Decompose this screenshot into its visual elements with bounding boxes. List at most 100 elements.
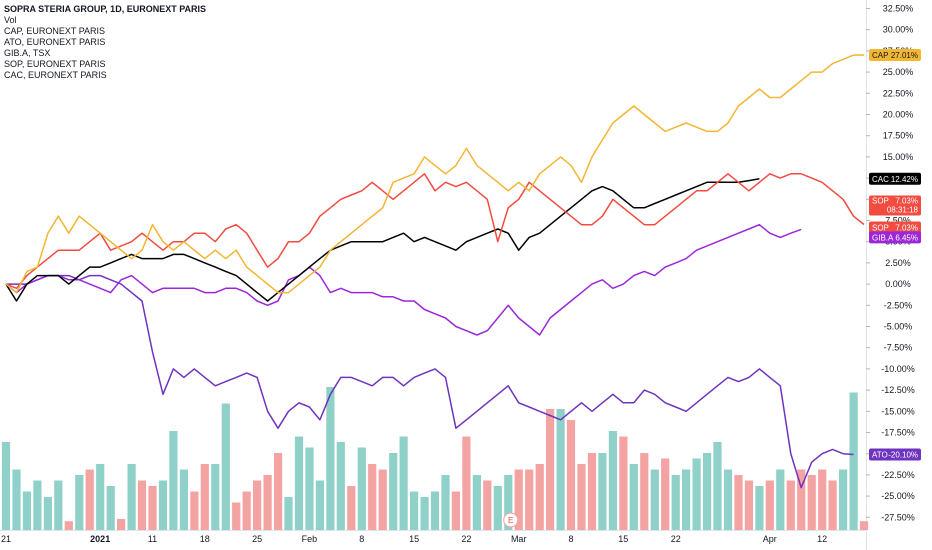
- y-tick-label: -17.50%: [881, 428, 915, 438]
- volume-bar: [85, 469, 94, 530]
- volume-bar: [305, 447, 314, 530]
- volume-bar: [556, 409, 565, 530]
- sop-price-box: [869, 195, 921, 216]
- ato-price-label-symbol: ATO: [872, 451, 888, 460]
- volume-bar: [577, 464, 586, 530]
- x-tick-label: 21: [1, 534, 11, 544]
- legend-item-gib[interactable]: GIB.A, TSX: [4, 48, 51, 58]
- y-tick-label: -25.00%: [881, 491, 915, 501]
- x-tick-label: 18: [200, 534, 210, 544]
- earnings-marker[interactable]: [503, 512, 519, 528]
- volume-bar: [493, 486, 502, 530]
- volume-bar: [818, 469, 827, 530]
- y-tick-label: 7.50%: [885, 216, 911, 226]
- series-line-ato[interactable]: [6, 274, 854, 489]
- y-tick-label: -5.00%: [884, 322, 913, 332]
- volume-bar: [546, 409, 555, 530]
- x-tick-label: Apr: [763, 534, 777, 544]
- volume-bar: [514, 469, 523, 530]
- volume-bar: [389, 453, 398, 530]
- volume-bar: [336, 442, 345, 530]
- y-tick-label: -27.50%: [881, 512, 915, 522]
- sop-price-label-value: 7.03%: [895, 224, 918, 233]
- ato-price-label-bg: [869, 448, 921, 461]
- volume-bar: [598, 453, 607, 530]
- volume-bar: [587, 453, 597, 530]
- volume-bar: [839, 469, 848, 530]
- volume-bar: [347, 486, 356, 530]
- sop-price-box-symbol: SOP: [872, 197, 889, 206]
- volume-bar: [640, 453, 649, 530]
- volume-bar: [64, 521, 73, 530]
- legend-item-cap[interactable]: CAP, EURONEXT PARIS: [4, 26, 106, 36]
- volume-bar: [127, 464, 136, 530]
- legend-volume[interactable]: Vol: [4, 15, 17, 25]
- legend-main-symbol[interactable]: SOPRA STERIA GROUP, 1D, EURONEXT PARIS: [4, 4, 207, 14]
- gib-price-label-symbol: GIB.A: [872, 233, 894, 242]
- y-tick-label: 2.50%: [885, 258, 911, 268]
- y-tick-label: -22.50%: [881, 470, 915, 480]
- earnings-marker-label: E: [508, 516, 513, 525]
- sop-price-box-time: 08:31:18: [887, 206, 919, 215]
- volume-bar: [399, 436, 408, 530]
- volume-bar: [713, 442, 722, 530]
- volume-bar: [33, 480, 42, 530]
- volume-bar: [619, 436, 628, 530]
- volume-bar: [451, 491, 460, 530]
- volume-bar: [200, 464, 209, 530]
- series-line-cac[interactable]: [5, 178, 760, 302]
- x-tick-label: 15: [618, 534, 628, 544]
- cac-price-label-value: 12.42%: [891, 175, 918, 184]
- volume-bar: [744, 480, 753, 530]
- volume-bar: [326, 387, 335, 530]
- volume-bar: [54, 480, 63, 530]
- volume-bar: [1, 442, 11, 530]
- volume-bar: [378, 469, 387, 530]
- volume-bar: [368, 464, 377, 530]
- volume-bar: [22, 491, 31, 530]
- volume-bar: [535, 464, 544, 530]
- x-tick-label: 22: [671, 534, 681, 544]
- volume-bar: [472, 475, 481, 530]
- x-tick-label: Mar: [511, 534, 527, 544]
- y-tick-label: -10.00%: [881, 364, 915, 374]
- volume-bar: [849, 392, 858, 530]
- volume-bar: [420, 497, 429, 530]
- volume-bar: [357, 447, 366, 530]
- y-tick-label: 22.50%: [883, 88, 914, 98]
- legend-item-ato[interactable]: ATO, EURONEXT PARIS: [4, 37, 106, 47]
- volume-bar: [221, 403, 230, 530]
- sop-price-label-bg: [869, 221, 921, 234]
- volume-bar: [776, 469, 785, 530]
- volume-bar: [504, 475, 513, 530]
- volume-bar: [828, 480, 837, 530]
- y-tick-label: 25.00%: [883, 67, 914, 77]
- volume-bar: [525, 469, 534, 530]
- legend-item-sop[interactable]: SOP, EURONEXT PARIS: [4, 59, 106, 69]
- volume-bar: [169, 431, 178, 530]
- y-tick-label: 20.00%: [883, 110, 914, 120]
- y-tick-label: 15.00%: [883, 152, 914, 162]
- gib-price-label-value: 6.45%: [895, 233, 918, 242]
- volume-bar: [274, 453, 283, 530]
- volume-bar: [608, 431, 617, 530]
- volume-bar: [703, 453, 712, 530]
- volume-bar: [263, 475, 272, 530]
- series-line-giba[interactable]: [5, 223, 802, 336]
- series-line-cap[interactable]: [5, 54, 865, 294]
- volume-bar: [315, 480, 324, 530]
- volume-bar: [786, 480, 795, 530]
- cac-price-label-bg: [869, 172, 921, 185]
- volume-bar: [661, 458, 670, 530]
- volume-bar: [629, 464, 638, 530]
- x-tick-label: 25: [252, 534, 262, 544]
- volume-bar: [723, 469, 733, 530]
- volume-bar: [75, 475, 84, 530]
- volume-bar: [294, 436, 304, 530]
- legend-item-cac[interactable]: CAC, EURONEXT PARIS: [4, 70, 107, 80]
- series-line-sop[interactable]: [5, 173, 865, 290]
- volume-bar: [692, 458, 701, 530]
- volume-bar: [148, 486, 157, 530]
- volume-bar: [807, 475, 816, 530]
